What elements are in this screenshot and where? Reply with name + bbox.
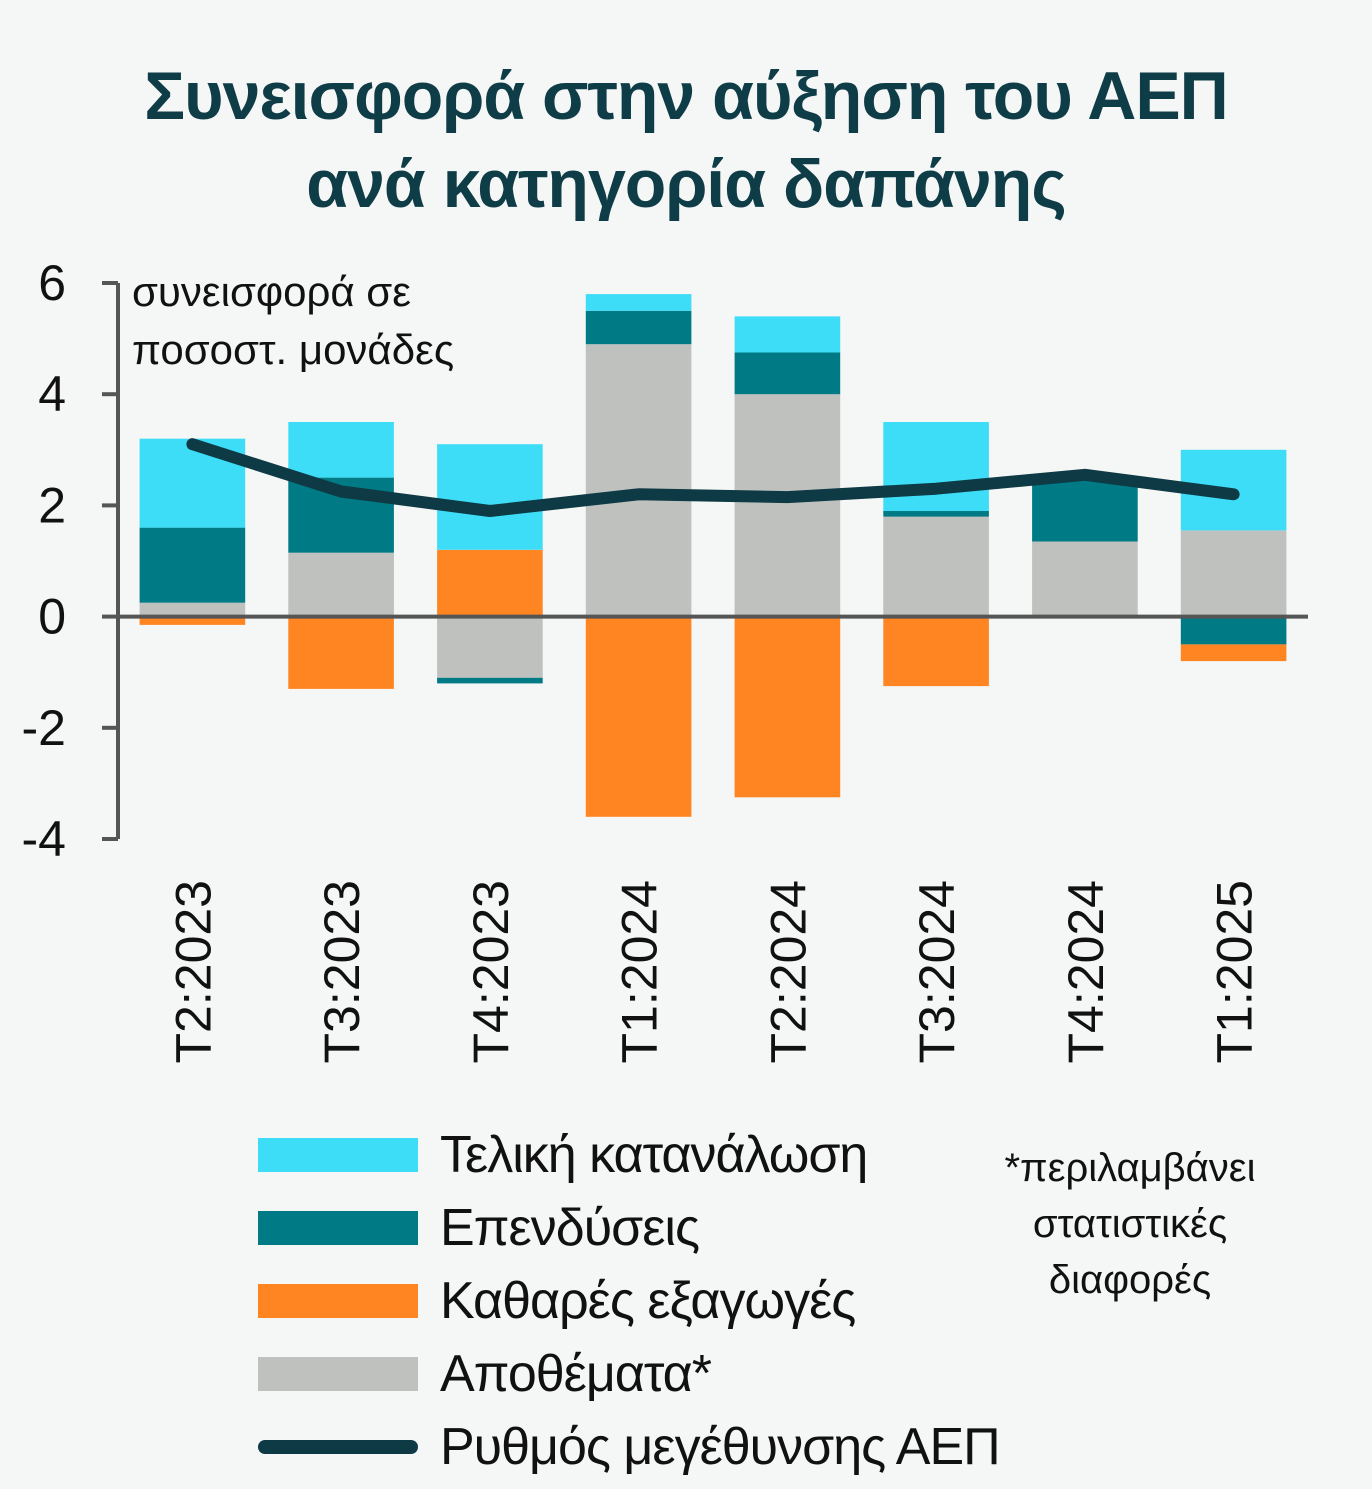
gdp-point-3 (637, 493, 640, 496)
bar-investment-3 (585, 310, 692, 345)
chart-title: Συνεισφορά στην αύξηση του ΑΕΠ ανά κατηγ… (0, 52, 1372, 228)
legend-swatch-investment (258, 1211, 418, 1245)
bar-final_consumption-2 (437, 444, 543, 550)
gdp-point-7 (1232, 493, 1235, 496)
x-tick-label-3: Τ1:2024 (612, 880, 668, 1063)
bar-inventories-5 (883, 516, 989, 617)
gdp-point-0 (191, 443, 194, 446)
y-unit-line-1: συνεισφορά σε (132, 268, 411, 315)
chart-title-line-2: ανά κατηγορία δαπάνης (306, 146, 1066, 222)
y-tick-label-3: 0 (38, 589, 66, 645)
x-tick-label-5: Τ3:2024 (909, 880, 965, 1063)
gdp-point-2 (488, 510, 491, 512)
bar-inventories-1 (288, 552, 394, 617)
bar-inventories-4 (734, 394, 841, 617)
bar-net_exports-3 (585, 616, 692, 817)
bar-net_exports-4 (734, 616, 841, 798)
bar-investment-0 (139, 527, 246, 603)
legend-swatch-net_exports (258, 1284, 418, 1318)
legend-swatch-gdp_line (258, 1440, 418, 1454)
x-tick-label-2: Τ4:2023 (463, 880, 519, 1063)
bar-final_consumption-3 (585, 294, 692, 311)
bar-final_consumption-5 (883, 422, 989, 511)
bar-net_exports-2 (437, 549, 543, 617)
chart-title-line-1: Συνεισφορά στην αύξηση του ΑΕΠ (144, 58, 1229, 134)
bar-investment-6 (1032, 477, 1138, 542)
bar-investment-5 (883, 511, 989, 517)
y-unit-line-2: ποσοστ. μονάδες (132, 326, 455, 373)
bar-net_exports-5 (883, 616, 989, 687)
y-tick-label-5: -4 (22, 811, 66, 867)
footnote: *περιλαμβάνει στατιστικές διαφορές (960, 1140, 1300, 1308)
y-tick-label-4: -2 (22, 700, 66, 756)
legend-label-inventories: Αποθέματα* (440, 1345, 712, 1403)
gdp-growth-line (186, 438, 1240, 517)
y-tick-label-2: 2 (38, 477, 66, 533)
footnote-line-3: διαφορές (1048, 1258, 1212, 1302)
y-tick-label-1: 4 (38, 366, 66, 422)
gdp-point-5 (935, 487, 938, 490)
x-tick-label-4: Τ2:2024 (760, 880, 816, 1063)
bar-inventories-6 (1032, 541, 1138, 617)
footnote-line-2: στατιστικές (1032, 1202, 1228, 1246)
x-tick-label-6: Τ4:2024 (1058, 880, 1114, 1063)
gdp-point-6 (1083, 473, 1086, 476)
bar-inventories-7 (1180, 530, 1287, 617)
bar-final_consumption-1 (288, 422, 394, 478)
footnote-line-1: *περιλαμβάνει (1004, 1146, 1256, 1190)
bar-final_consumption-4 (734, 316, 841, 353)
legend-label-gdp_line: Ρυθμός μεγέθυνσης ΑΕΠ (440, 1418, 1001, 1476)
bar-net_exports-7 (1180, 644, 1287, 662)
legend-swatch-final_consumption (258, 1138, 418, 1172)
gdp-point-4 (786, 496, 789, 499)
y-axis-unit-label: συνεισφορά σε ποσοστ. μονάδες (132, 263, 454, 379)
x-tick-label-1: Τ3:2023 (314, 880, 370, 1063)
bar-net_exports-1 (288, 616, 394, 689)
bar-inventories-2 (437, 616, 543, 678)
bar-investment-4 (734, 352, 841, 395)
x-tick-label-7: Τ1:2025 (1207, 880, 1263, 1063)
x-tick-label-0: Τ2:2023 (165, 880, 221, 1063)
bar-investment-7 (1180, 616, 1287, 645)
legend-swatch-inventories (258, 1357, 418, 1391)
bar-inventories-0 (139, 602, 246, 617)
bar-net_exports-0 (139, 616, 246, 625)
gdp-point-1 (340, 490, 343, 493)
legend-label-net_exports: Καθαρές εξαγωγές (440, 1272, 856, 1330)
y-tick-label-0: 6 (38, 255, 66, 311)
legend-label-investment: Επενδύσεις (440, 1199, 700, 1257)
bar-inventories-3 (585, 344, 692, 617)
legend-label-final_consumption: Τελική κατανάλωση (440, 1126, 868, 1184)
bar-investment-2 (437, 677, 543, 684)
